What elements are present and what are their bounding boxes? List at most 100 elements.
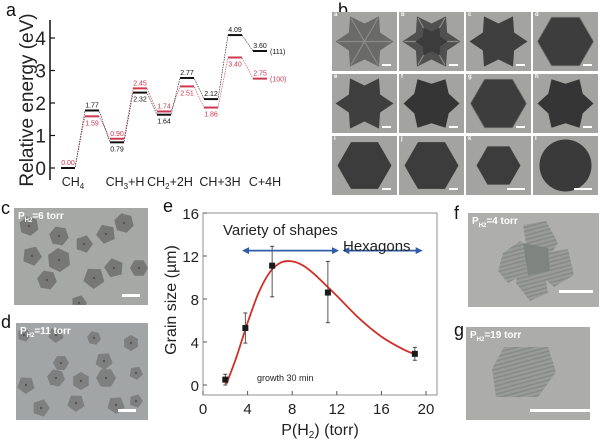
hexagon-grain	[537, 79, 594, 128]
nucleation-point	[57, 234, 61, 238]
micrograph-b-l: l	[533, 136, 598, 195]
sub-label: j	[401, 136, 403, 142]
category-label: CH+3H	[199, 175, 240, 189]
category-label: CH4	[62, 175, 85, 191]
nucleation-point	[82, 242, 86, 246]
branch	[363, 41, 379, 66]
hexagon-grain	[492, 347, 556, 397]
energy-label: 3.60	[253, 43, 267, 50]
sub-label: k	[468, 136, 472, 142]
panel-label-g: g	[454, 320, 465, 340]
hexagon-grain	[476, 146, 521, 185]
micrograph-b-j: j	[399, 136, 464, 195]
annotation-growth: growth 30 min	[257, 373, 314, 383]
nucleation-point	[92, 276, 96, 280]
scale-bar	[122, 294, 140, 297]
hexagon-grain	[403, 79, 460, 128]
nucleation-point	[39, 406, 43, 410]
micrograph-b-g: g	[466, 74, 531, 133]
sub-label: d	[535, 12, 539, 18]
star-grain	[469, 16, 528, 67]
grain-size-chart: 0 4 8 12 16 20 0 4 8 12 16 P(H2) (torr) Grain size (…	[163, 206, 438, 440]
nucleation-point	[54, 333, 58, 337]
energy-label: 1.86	[204, 112, 218, 119]
micrograph-grid: a b c d e f g h i j k l	[331, 12, 600, 198]
energy-label: 3.40	[228, 62, 242, 69]
micrograph-f: PH2=4 torr	[468, 213, 599, 307]
sub-label: e	[334, 74, 338, 80]
scale-bar	[449, 188, 458, 190]
nucleation-point	[112, 266, 116, 270]
hexagon-grain	[337, 142, 392, 189]
nucleation-point	[77, 301, 81, 305]
nucleation-point	[102, 359, 106, 363]
y-tick-label: 4	[191, 335, 199, 352]
micrograph-b-b: b	[399, 12, 464, 71]
legend-(100): (100)	[270, 77, 286, 84]
nucleation-point	[122, 221, 126, 225]
arrow-head	[342, 247, 350, 255]
scale-bar	[382, 188, 391, 190]
core	[415, 27, 448, 56]
micrograph-b-f: f	[399, 74, 464, 133]
branch	[363, 17, 379, 42]
y-tick-label: 2	[35, 94, 46, 115]
scale-bar	[516, 64, 525, 66]
sub-label: i	[334, 136, 336, 142]
nucleation-point	[59, 361, 63, 365]
arrow-head	[242, 247, 250, 255]
category-label: CH3+H	[106, 175, 145, 191]
x-tick-label: 12	[328, 401, 345, 418]
sub-label: f	[401, 74, 403, 80]
y-tick-label: 16	[182, 206, 199, 223]
fit-curve	[225, 260, 418, 385]
y-tick-label: 1	[35, 127, 46, 148]
energy-label: 1.74	[157, 103, 171, 110]
energy-label: 1.59	[85, 120, 99, 127]
pressure-label-c: PH2=6 torr	[18, 211, 64, 224]
nucleation-point	[74, 401, 78, 405]
sub-label: g	[468, 74, 472, 80]
energy-label: 0.79	[110, 146, 124, 153]
arrow-head	[415, 247, 423, 255]
hexagon-grain	[404, 142, 459, 189]
pressure-label-g: PH2=19 torr	[470, 330, 522, 343]
nucleation-point	[30, 254, 34, 258]
category-label: C+4H	[249, 175, 281, 189]
panel-label-a: a	[6, 0, 17, 20]
panel-label-b: b	[338, 0, 349, 20]
energy-label: 1.77	[85, 102, 99, 109]
data-point	[411, 350, 418, 357]
nucleation-point	[114, 403, 118, 407]
arrow-head	[332, 247, 340, 255]
y-axis-label: Relative energy (eV)	[17, 13, 38, 186]
energy-label: 1.64	[157, 119, 171, 126]
nucleation-point	[129, 341, 133, 345]
micrograph-b-e: e	[332, 74, 397, 133]
nucleation-point	[92, 336, 96, 340]
y-tick-label: 8	[191, 292, 199, 309]
energy-label: 2.12	[204, 91, 218, 98]
pressure-label-f: PH2=4 torr	[472, 216, 518, 229]
x-axis-label: P(H2) (torr)	[281, 422, 359, 440]
star-grain	[335, 78, 394, 129]
micrograph-b-c: c	[466, 12, 531, 71]
y-tick-label: 0	[35, 159, 46, 180]
micrograph-b-h: h	[533, 74, 598, 133]
sub-label: l	[535, 136, 537, 142]
scale-bar	[559, 290, 593, 293]
energy-label: 4.09	[228, 27, 242, 34]
plot-frame	[202, 212, 438, 396]
nucleation-point	[57, 258, 61, 262]
micrograph-g: PH2=19 torr	[466, 327, 590, 420]
nucleation-point	[134, 399, 138, 403]
data-point	[324, 289, 331, 296]
scale-bar	[583, 126, 592, 128]
flower-grain	[498, 221, 574, 301]
energy-label: 2.75	[253, 71, 267, 78]
x-tick-label: 4	[243, 401, 251, 418]
x-tick-label: 0	[199, 401, 207, 418]
sub-label: c	[468, 12, 472, 18]
